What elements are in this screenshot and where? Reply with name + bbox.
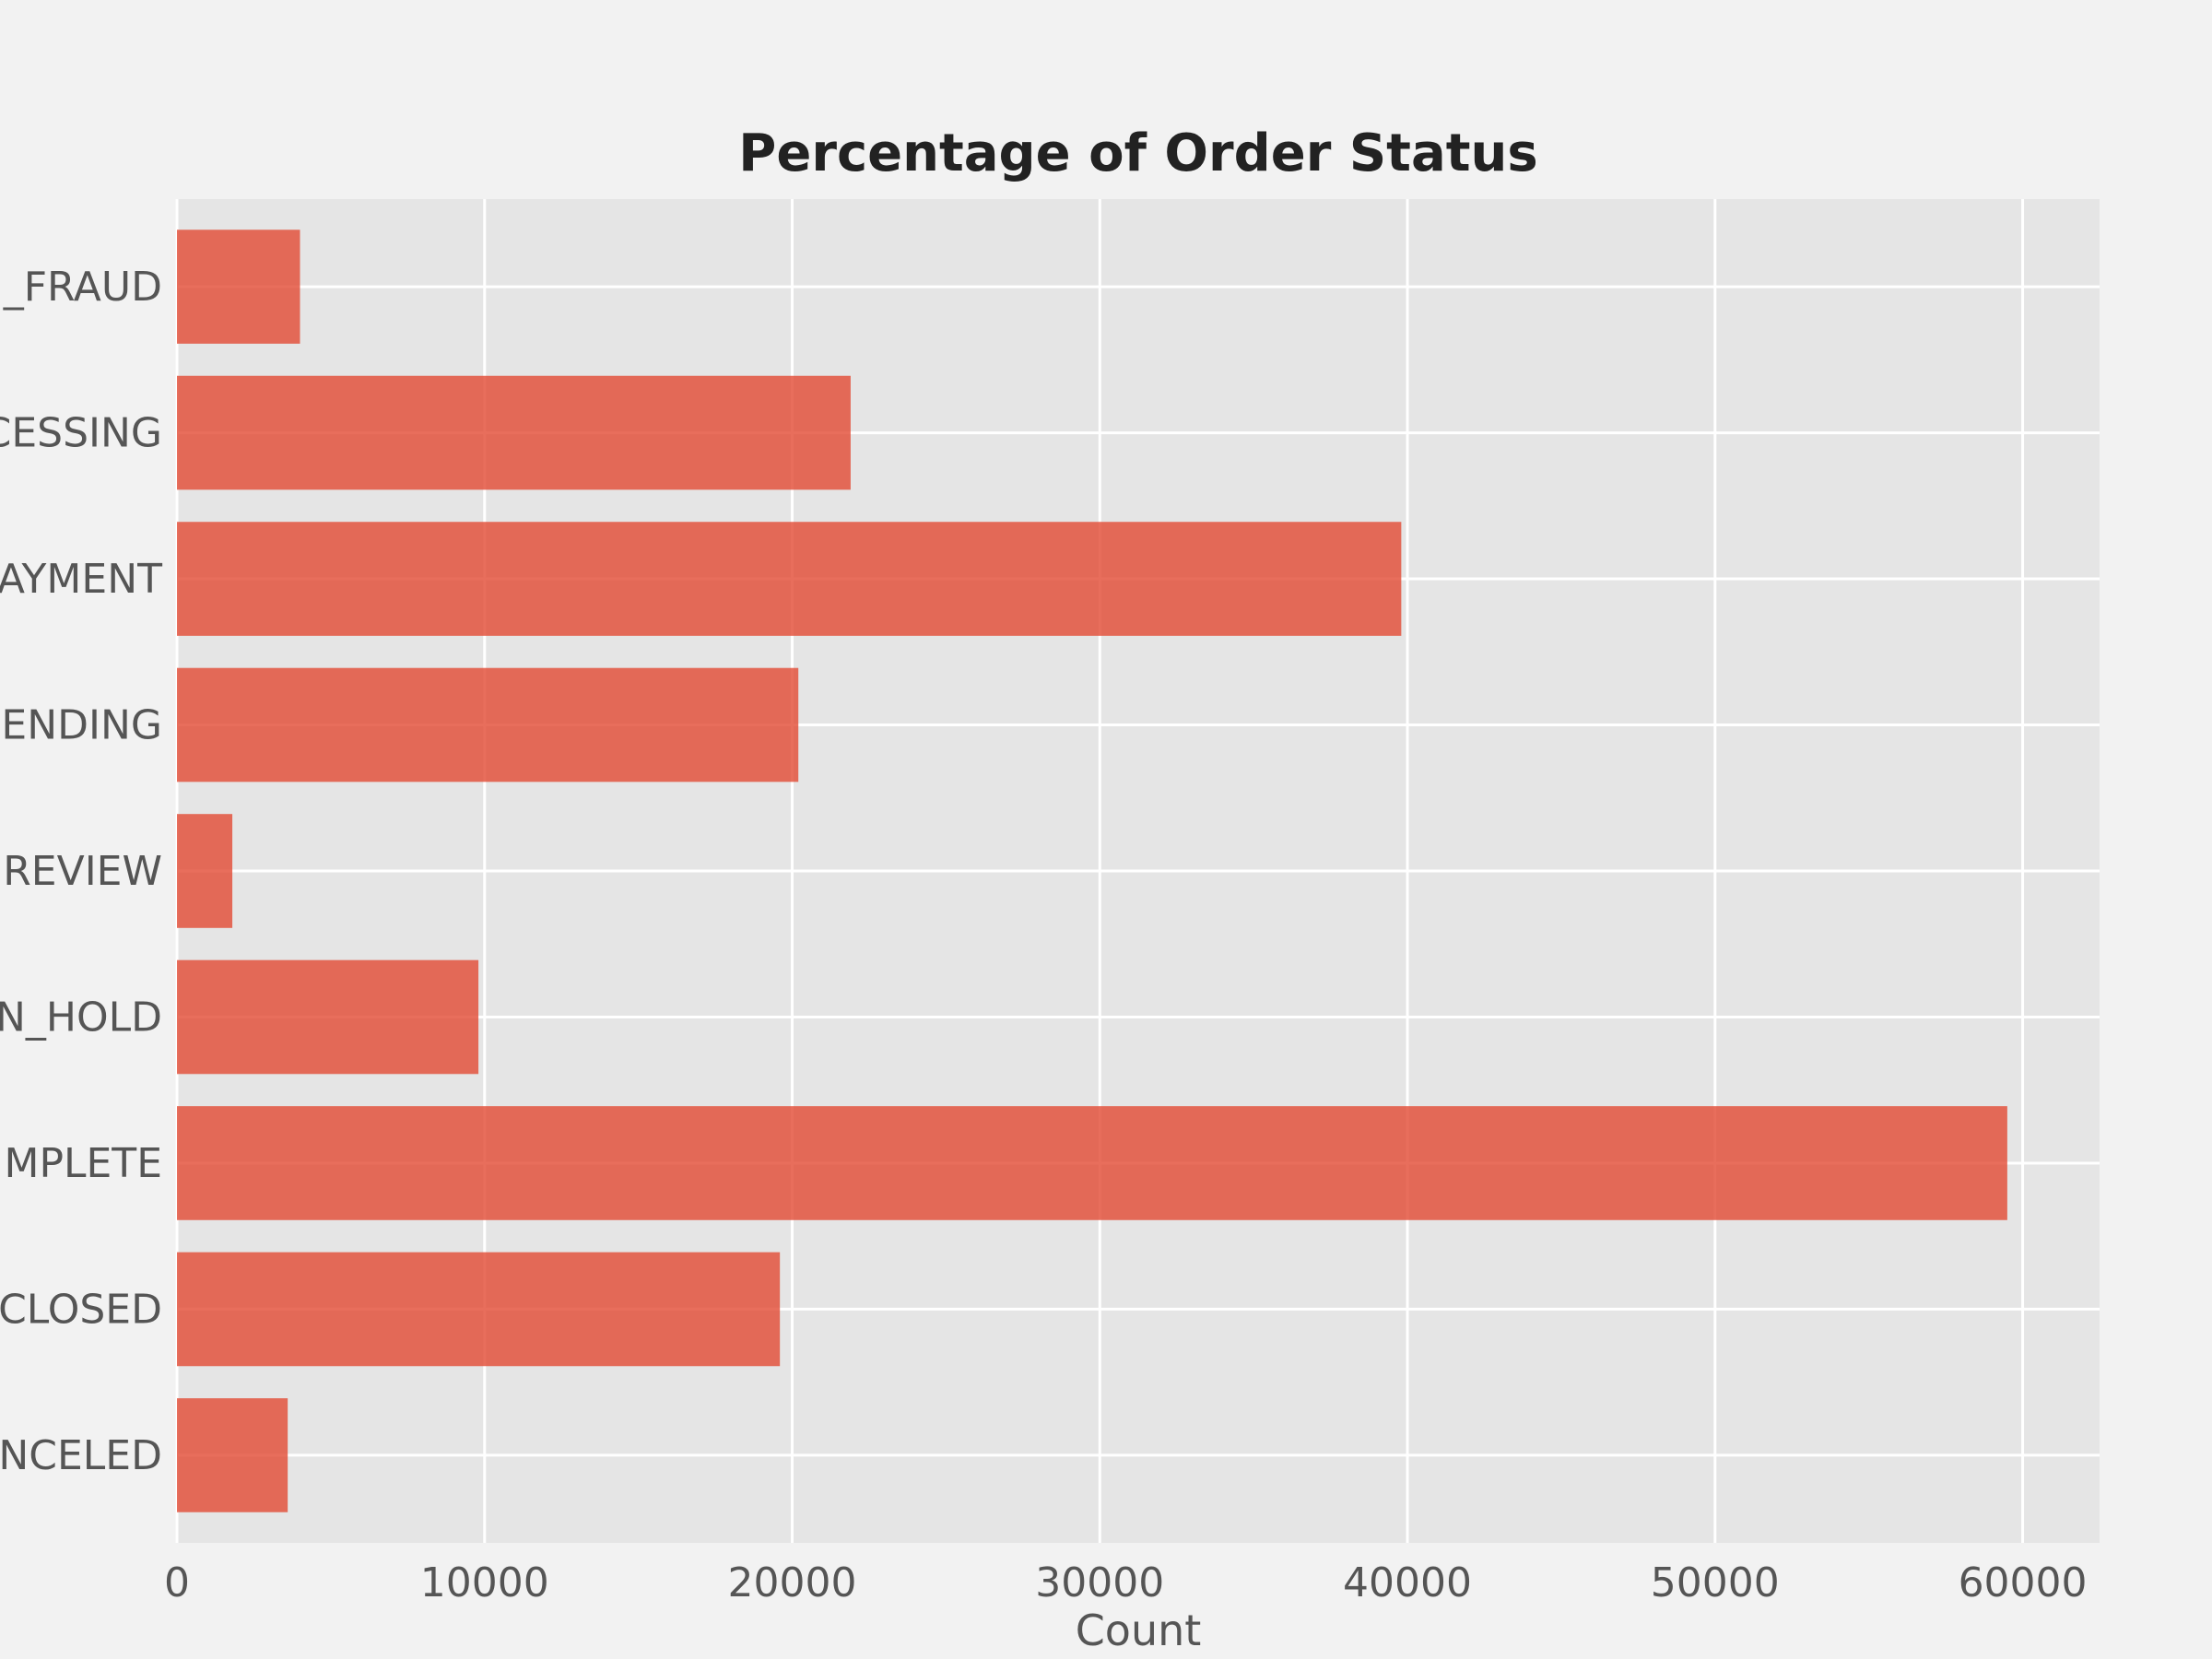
bars [177,229,2007,1512]
y-tick-label: ENDING [1,702,162,749]
x-tick-label: 20000 [728,1559,857,1606]
bar-nceled [177,1398,288,1512]
y-tick-label: NCELED [0,1432,162,1479]
y-tick-label: _FRAUD [3,264,162,311]
y-tick-label: AYMENT [0,556,162,603]
y-tick-label: CLOSED [0,1286,162,1333]
x-tick-label: 10000 [420,1559,549,1606]
chart-title: Percentage of Order Status [738,124,1537,183]
bar-ending [177,667,799,782]
bar-review [177,814,233,928]
y-tick-label: CESSING [0,410,162,457]
x-tick-label: 40000 [1343,1559,1472,1606]
x-tick-label: 30000 [1035,1559,1164,1606]
x-tick-label: 60000 [1959,1559,2088,1606]
y-tick-label: REVIEW [3,848,162,895]
x-tick-label: 0 [164,1559,190,1606]
bar-mplete [177,1106,2007,1220]
bar-closed [177,1252,781,1367]
y-tick-label: MPLETE [5,1140,163,1187]
bar-nhold [177,959,479,1075]
bar-cessing [177,375,851,490]
tick-labels: 0 10000 20000 30000 40000 50000 60000 _FRAUD CES… [0,264,2088,1606]
bar-fraud [177,229,300,344]
x-axis-label: Count [1076,1606,1202,1655]
bar-ayment [177,522,1402,636]
x-tick-label: 50000 [1651,1559,1780,1606]
y-tick-label: N_HOLD [0,994,162,1041]
